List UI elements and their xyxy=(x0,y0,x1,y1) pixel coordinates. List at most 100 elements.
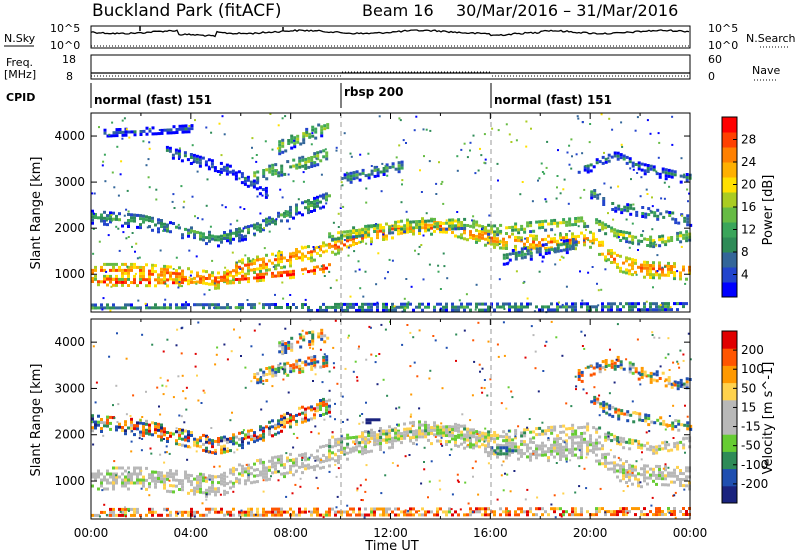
velocity-cell-2195 xyxy=(367,430,370,433)
power-cell-2026 xyxy=(571,238,575,241)
velocity-cell-166 xyxy=(205,479,208,483)
power-cell-1535 xyxy=(596,193,600,197)
power-cell-1309 xyxy=(310,156,314,159)
velocity-cell-949 xyxy=(175,442,178,446)
velocity-cell-745 xyxy=(610,467,613,471)
velocity-cell-2379 xyxy=(380,323,383,326)
power-cell-179 xyxy=(259,269,262,273)
power-cell-1578 xyxy=(674,221,678,225)
velocity-cell-871 xyxy=(100,430,103,433)
power-cell-2270 xyxy=(93,212,95,215)
power-cell-534 xyxy=(598,240,601,244)
power-cell-2160 xyxy=(213,282,216,285)
velocity-cell-697 xyxy=(577,435,580,439)
power-cell-1646 xyxy=(217,303,220,307)
velocity-cell-1672 xyxy=(100,510,103,514)
velocity-cell-1252 xyxy=(493,434,497,437)
velocity-cell-1089 xyxy=(292,418,295,422)
power-cell-2143 xyxy=(293,139,296,142)
power-cell-2368 xyxy=(442,252,445,255)
velocity-cell-1477 xyxy=(284,351,288,354)
velocity-cell-2363 xyxy=(156,386,159,389)
power-cell-1856 xyxy=(601,302,604,306)
velocity-cell-962 xyxy=(184,438,187,442)
power-cell-859 xyxy=(220,237,223,241)
power-cell-23 xyxy=(115,268,118,272)
velocity-cell-2219 xyxy=(689,358,692,361)
power-cell-1966 xyxy=(502,262,506,266)
velocity-cell-1541 xyxy=(616,364,620,368)
power-cell-286 xyxy=(358,240,361,244)
power-cell-1502 xyxy=(652,165,656,169)
power-cell-157 xyxy=(241,270,244,274)
velocity-cell-485 xyxy=(439,439,442,443)
velocity-cell-1059 xyxy=(268,426,271,430)
velocity-cell-199 xyxy=(226,482,229,486)
power-cell-361 xyxy=(430,226,433,230)
velocity-cell-253 xyxy=(265,472,268,476)
velocity-cell-1449 xyxy=(307,356,311,360)
power-cell-976 xyxy=(349,235,353,239)
power-cell-838 xyxy=(196,230,199,234)
power-cell-102 xyxy=(184,275,187,279)
velocity-cell-1543 xyxy=(616,355,620,359)
velocity-cell-616 xyxy=(529,455,532,459)
velocity-cell-2348 xyxy=(467,443,470,446)
power-cell-2072 xyxy=(195,255,198,258)
power-cell-2227 xyxy=(367,152,370,155)
velocity-cell-1950 xyxy=(592,513,595,517)
velocity-cell-602 xyxy=(517,445,520,449)
power-cell-2521 xyxy=(315,157,318,160)
velocity-cell-2289 xyxy=(358,422,361,425)
power-cell-1585 xyxy=(686,220,690,224)
velocity-cell-1934 xyxy=(562,513,565,517)
power-cell-2437 xyxy=(599,193,602,196)
velocity-cell-808 xyxy=(652,470,655,474)
velocity-cell-1080 xyxy=(283,413,286,417)
velocity-cell-1771 xyxy=(274,513,277,517)
power-cell-1226 xyxy=(290,134,294,138)
power-cell-910 xyxy=(271,217,274,221)
velocity-cell-1241 xyxy=(478,433,482,437)
velocity-cell-570 xyxy=(496,449,499,453)
velocity-cell-103 xyxy=(163,480,166,484)
power-cell-617 xyxy=(673,277,676,281)
velocity-cell-2135 xyxy=(113,416,116,419)
power-cell-276 xyxy=(349,238,352,242)
velocity-cell-1146 xyxy=(346,442,350,446)
velocity-cell-2051 xyxy=(541,421,544,424)
velocity-cell-943 xyxy=(166,440,169,443)
velocity-cell-2063 xyxy=(409,331,412,334)
power-cell-1253 xyxy=(320,128,324,132)
velocity-cell-495 xyxy=(448,440,451,444)
power-cell-2131 xyxy=(384,277,387,280)
velocity-cell-1662 xyxy=(680,423,684,427)
velocity-cell-2369 xyxy=(236,448,239,451)
power-cell-1964 xyxy=(190,127,194,131)
velocity-cell-720 xyxy=(592,444,595,448)
velocity-cell-2074 xyxy=(456,479,459,482)
power-cell-804 xyxy=(148,216,151,220)
velocity-cell-2364 xyxy=(409,365,412,368)
power-cell-1760 xyxy=(436,302,439,306)
velocity-cell-284 xyxy=(286,459,289,463)
power-cell-391 xyxy=(460,233,463,237)
velocity-cell-241 xyxy=(259,473,262,477)
velocity-cell-1508 xyxy=(320,328,324,332)
velocity-cell-64 xyxy=(136,478,139,482)
velocity-cell-895 xyxy=(127,426,130,430)
velocity-cell-2244 xyxy=(652,450,655,453)
power-cell-2091 xyxy=(439,307,442,310)
velocity-cell-1847 xyxy=(394,507,397,511)
velocity-cell-2165 xyxy=(608,392,611,395)
velocity-cell-1288 xyxy=(553,428,557,432)
power-cell-2115 xyxy=(136,257,139,260)
velocity-cell-175 xyxy=(211,483,214,487)
velocity-cell-877 xyxy=(106,424,109,428)
power-cell-712 xyxy=(256,276,259,280)
power-cell-1905 xyxy=(670,308,673,312)
velocity-cell-314 xyxy=(310,465,313,469)
velocity-cell-1501 xyxy=(311,333,315,337)
velocity-cell-969 xyxy=(187,430,190,434)
power-cell-717 xyxy=(262,278,265,282)
